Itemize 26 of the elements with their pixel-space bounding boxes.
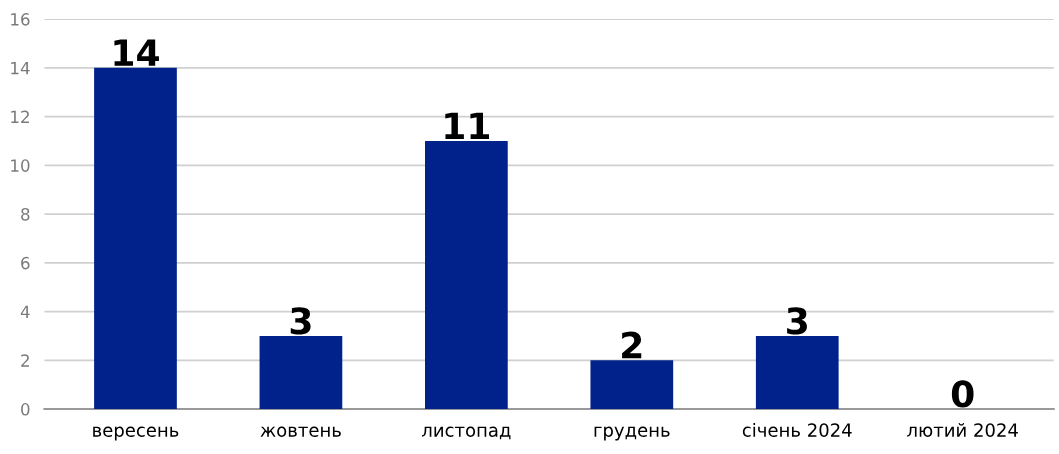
- x-tick-label: листопад: [421, 426, 511, 440]
- bar: [590, 360, 674, 410]
- x-tick-label: грудень: [594, 426, 670, 441]
- y-tick-label: 8: [21, 208, 30, 221]
- data-label: 14: [114, 39, 159, 66]
- y-tick-label: 2: [21, 354, 29, 367]
- data-label: 0: [951, 380, 974, 408]
- bar: [259, 335, 343, 410]
- x-tick-label: вересень: [93, 426, 179, 441]
- y-tick-label: 10: [11, 159, 30, 172]
- data-label: 3: [290, 307, 311, 335]
- y-tick-label: 0: [21, 403, 30, 416]
- y-tick-label: 12: [11, 110, 29, 123]
- x-tick-label: лютий 2024: [907, 423, 1018, 437]
- y-tick-label: 14: [11, 62, 30, 75]
- x-tick-label: жовтень: [260, 426, 341, 437]
- y-tick-label: 6: [21, 256, 30, 270]
- bar: [425, 140, 508, 410]
- data-label: 11: [445, 112, 490, 139]
- x-tick-label: січень 2024: [742, 422, 852, 437]
- y-tick-label: 16: [11, 13, 30, 26]
- bar: [755, 335, 839, 410]
- bar: [94, 67, 177, 410]
- y-tick-label: 4: [20, 305, 30, 318]
- data-label: 3: [787, 307, 807, 335]
- data-label: 2: [622, 331, 642, 359]
